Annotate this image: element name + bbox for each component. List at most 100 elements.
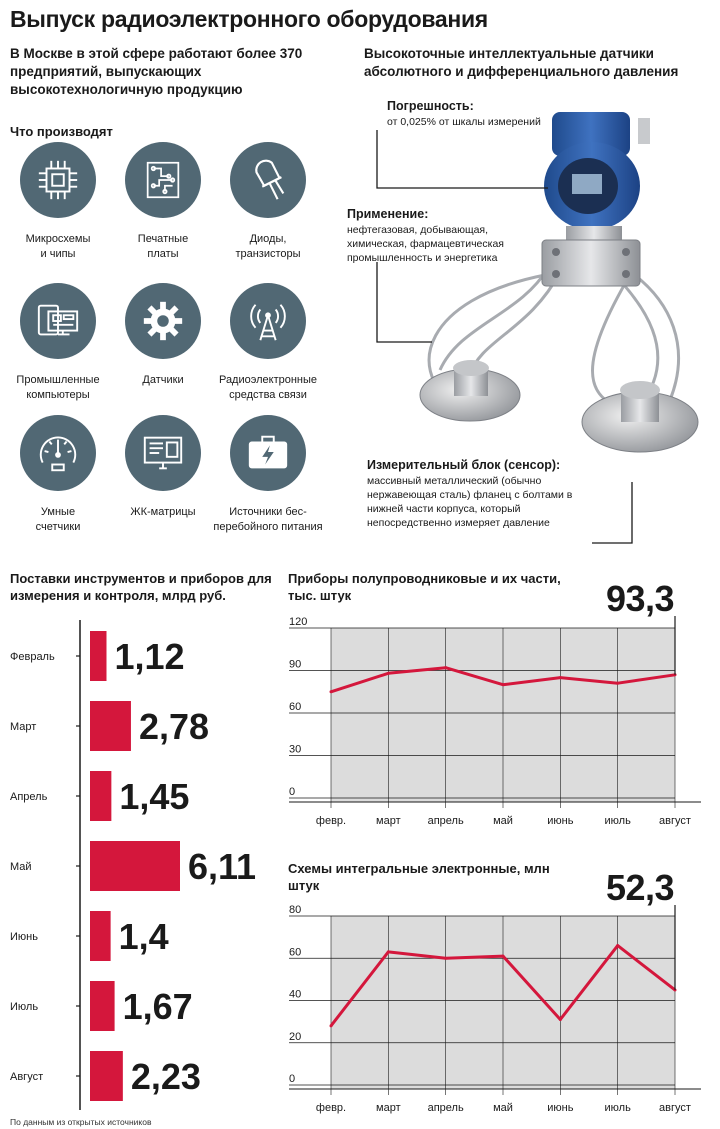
bar-category-label: Июнь — [10, 931, 38, 943]
product-ups: Источники бес- перебойного питания — [212, 415, 324, 535]
y-tick-label: 20 — [289, 1031, 301, 1043]
bar-category-label: Июль — [10, 1001, 38, 1013]
product-microchips: Микросхемы и чипы — [2, 142, 114, 262]
data-point — [329, 690, 333, 694]
y-tick-label: 90 — [289, 659, 301, 671]
data-point — [501, 683, 505, 687]
data-point — [558, 676, 562, 680]
y-tick-label: 80 — [289, 905, 301, 916]
bar-category-label: Апрель — [10, 791, 48, 803]
bar-value-label: 1,12 — [114, 636, 184, 677]
gauge-icon — [20, 415, 96, 491]
battery-icon — [230, 415, 306, 491]
bar-value-label: 1,67 — [123, 986, 193, 1027]
x-tick-label: август — [659, 1102, 691, 1114]
product-label: ЖК-матрицы — [130, 506, 196, 518]
x-tick-label: август — [659, 815, 691, 827]
diode-icon — [230, 142, 306, 218]
x-tick-label: май — [493, 1102, 513, 1114]
bar-chart: Февраль 1,12 Март 2,78 Апрель 1,45 Май 6,11 Июнь… — [10, 620, 256, 1110]
x-tick-label: апрель — [428, 1102, 464, 1114]
product-label: Печатные платы — [137, 233, 189, 260]
x-tick-label: апрель — [428, 815, 464, 827]
bar — [90, 981, 115, 1031]
data-point — [444, 956, 448, 960]
bar — [90, 631, 107, 681]
x-tick-label: июнь — [547, 1102, 573, 1114]
computer-icon — [20, 283, 96, 359]
x-tick-label: февр. — [316, 1102, 346, 1114]
bar-category-label: Февраль — [10, 651, 55, 663]
y-tick-label: 0 — [289, 786, 295, 798]
product-label: Радиоэлектронные средства связи — [218, 374, 318, 401]
lcd-monitor-icon — [125, 415, 201, 491]
pressure-sensor-illustration — [419, 112, 699, 453]
circuit-board-icon — [125, 142, 201, 218]
sensor-heading: Высокоточные интеллектуальные датчики аб… — [364, 46, 679, 79]
product-circuit-boards: Печатные платы — [107, 142, 219, 262]
line-chart-2: 80 60 40 20 0 февр. март апрель май июнь июль авгус… — [289, 905, 701, 1114]
product-label: Умные счетчики — [35, 506, 81, 533]
bar — [90, 911, 111, 961]
bar-category-label: Март — [10, 721, 36, 733]
product-radio: Радиоэлектронные средства связи — [212, 283, 324, 403]
product-label: Источники бес- перебойного питания — [213, 506, 323, 533]
product-computers: Промышленные компьютеры — [2, 283, 114, 403]
line-chart-2-highlight: 52,3 — [606, 867, 675, 908]
bar-value-label: 2,23 — [131, 1056, 201, 1097]
bar-value-label: 1,45 — [119, 776, 189, 817]
callout-accuracy-text: от 0,025% от шкалы измерений — [387, 116, 541, 128]
gear-icon — [125, 283, 201, 359]
callout-sensor-text: массивный металлический (обычно нержавею… — [367, 475, 573, 529]
bar — [90, 1051, 123, 1101]
x-tick-label: февр. — [316, 815, 346, 827]
callout-accuracy-title: Погрешность: — [387, 99, 474, 113]
bar-chart-title: Поставки инструментов и приборов для изм… — [10, 571, 272, 603]
product-label: Промышленные компьютеры — [16, 374, 100, 401]
data-point — [616, 944, 620, 948]
callout-sensor-title: Измерительный блок (сенсор): — [367, 458, 561, 472]
callout-sensor-block: Измерительный блок (сенсор): массивный м… — [367, 458, 607, 530]
x-tick-label: июль — [605, 815, 632, 827]
callout-application-title: Применение: — [347, 207, 429, 221]
line-chart-2-title: Схемы интегральные электронные, млн штук — [288, 861, 550, 893]
data-point — [329, 1024, 333, 1028]
data-point — [501, 954, 505, 958]
microchip-icon — [20, 142, 96, 218]
products-heading: Что производят — [10, 124, 113, 139]
product-label: Диоды, транзисторы — [235, 233, 301, 260]
line-chart-1: 120 90 60 30 0 февр. март апрель май июнь июль авгу… — [289, 616, 701, 827]
y-tick-label: 0 — [289, 1073, 295, 1085]
intro-text: В Москве в этой сфере работают более 370… — [10, 46, 303, 97]
data-point — [616, 681, 620, 685]
line-chart-1-highlight: 93,3 — [606, 578, 675, 619]
data-point — [386, 950, 390, 954]
callout-accuracy: Погрешность: от 0,025% от шкалы измерени… — [387, 99, 557, 129]
x-tick-label: март — [376, 815, 401, 827]
y-tick-label: 30 — [289, 744, 301, 756]
product-sensors: Датчики — [107, 283, 219, 388]
bar-category-label: Август — [10, 1071, 43, 1083]
radio-tower-icon — [230, 283, 306, 359]
callout-application: Применение: нефтегазовая, добывающая, хи… — [347, 207, 547, 265]
product-diodes: Диоды, транзисторы — [212, 142, 324, 262]
x-tick-label: май — [493, 815, 513, 827]
y-tick-label: 120 — [289, 616, 307, 628]
product-lcd: ЖК-матрицы — [107, 415, 219, 520]
bar-value-label: 1,4 — [119, 916, 169, 957]
bar — [90, 701, 131, 751]
x-tick-label: март — [376, 1102, 401, 1114]
y-tick-label: 40 — [289, 989, 301, 1001]
product-label: Микросхемы и чипы — [25, 233, 91, 260]
bar — [90, 841, 180, 891]
y-tick-label: 60 — [289, 946, 301, 958]
bar-value-label: 6,11 — [188, 846, 256, 887]
x-tick-label: июнь — [547, 815, 573, 827]
product-smart-meters: Умные счетчики — [2, 415, 114, 535]
page-title: Выпуск радиоэлектронного оборудования — [10, 6, 488, 32]
bar-category-label: Май — [10, 861, 32, 873]
footnote: По данным из открытых источников — [10, 1117, 152, 1127]
y-tick-label: 60 — [289, 701, 301, 713]
x-tick-label: июль — [605, 1102, 632, 1114]
